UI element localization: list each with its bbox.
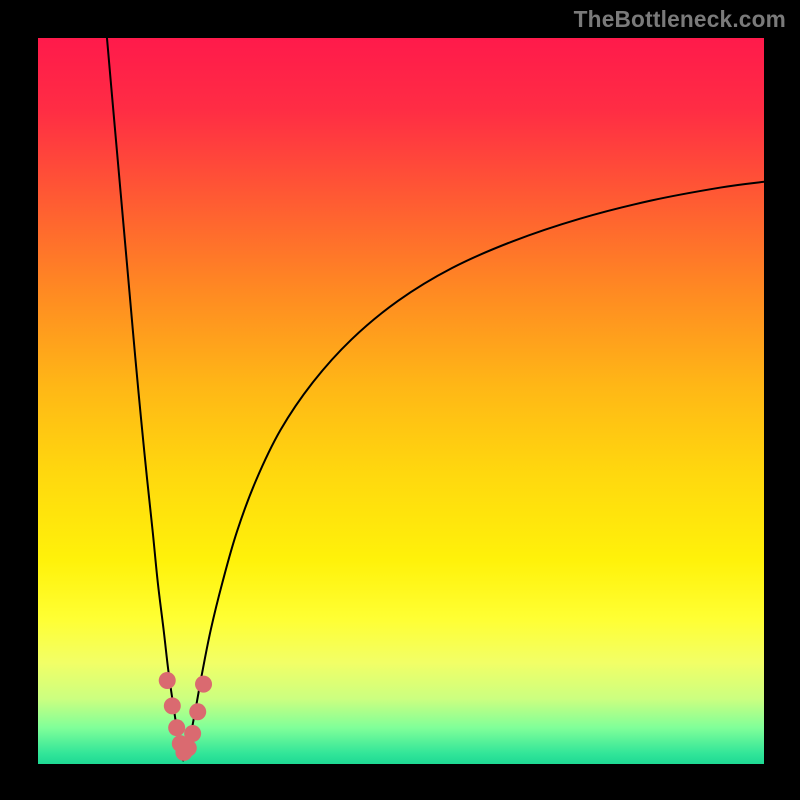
marker-dot (159, 672, 176, 689)
marker-dot (189, 703, 206, 720)
plot-background (38, 38, 764, 764)
marker-dot (164, 697, 181, 714)
marker-dot (195, 676, 212, 693)
plot-frame (38, 38, 764, 764)
figure-root: TheBottleneck.com (0, 0, 800, 800)
marker-dot (184, 725, 201, 742)
marker-dot (168, 719, 185, 736)
marker-dot (180, 740, 197, 757)
plot-svg (38, 38, 764, 764)
attribution-text: TheBottleneck.com (574, 6, 786, 33)
